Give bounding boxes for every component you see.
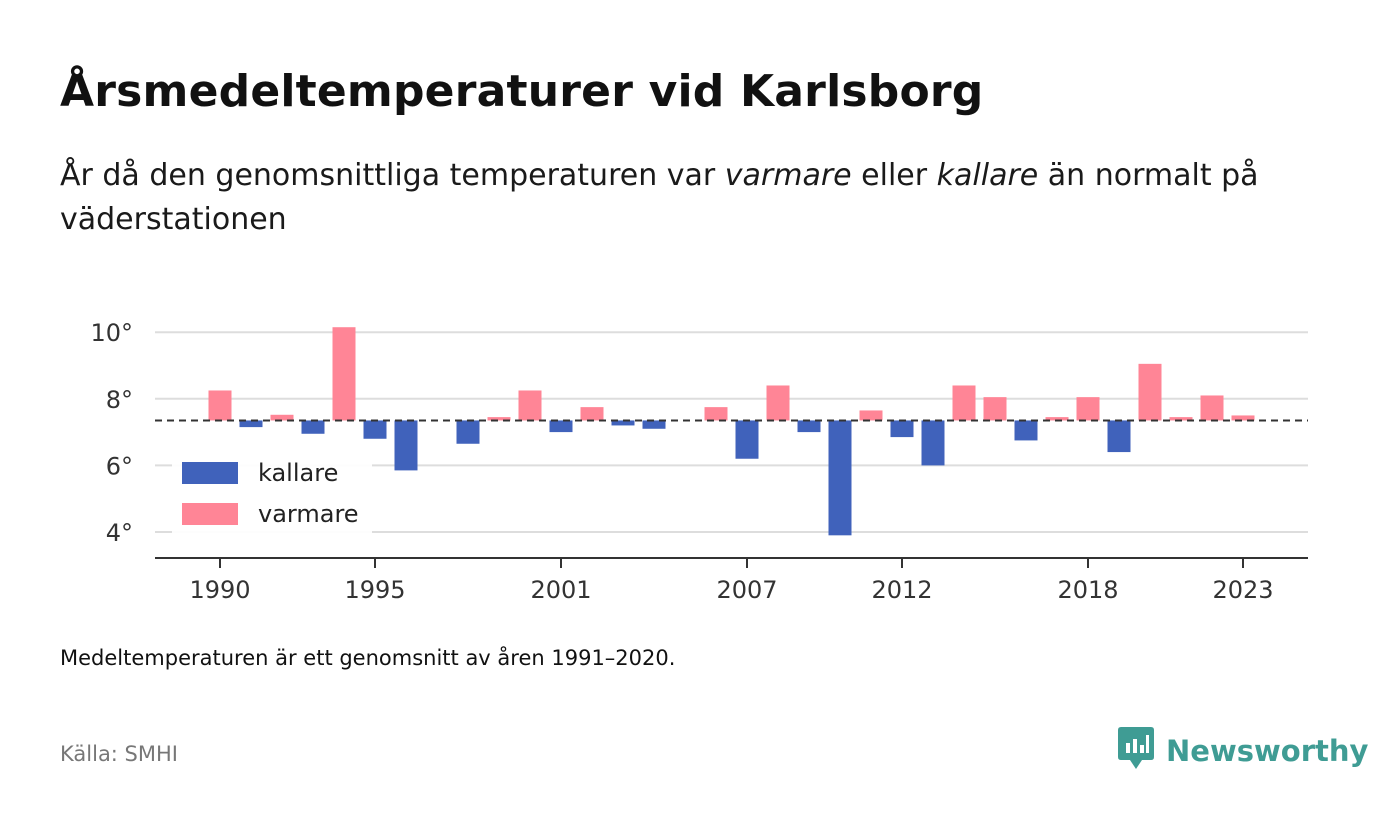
bar-2008 [766,385,790,421]
bar-2020 [1138,363,1162,421]
bar-2018 [1076,397,1100,421]
page-subtitle: År då den genomsnittliga temperaturen va… [60,154,1340,242]
bar-2004 [642,420,666,429]
x-axis-ticks: 1990 1995 2001 2007 2012 2018 2023 [189,558,1274,604]
y-tick-label: 4° [106,519,133,547]
x-tick-label: 2023 [1212,576,1273,604]
x-tick-label: 2018 [1057,576,1118,604]
x-tick-label: 1995 [344,576,405,604]
bar-2009 [797,420,821,433]
bar-2000 [518,390,542,421]
bar-1990 [208,390,232,421]
x-tick-label: 1990 [189,576,250,604]
x-tick-label: 2007 [716,576,777,604]
bar-2007 [735,420,759,459]
legend-label-warmer: varmare [258,500,359,528]
bar-2023 [1231,415,1255,421]
newsworthy-logo[interactable]: Newsworthy [1118,727,1368,775]
legend-swatch-warmer [182,503,238,525]
bar-2019 [1107,420,1131,453]
bars [208,327,1255,536]
y-tick-label: 6° [106,452,133,480]
bar-2003 [611,420,635,426]
bar-2015 [983,397,1007,421]
legend: kallare varmare [172,448,372,538]
bar-2017 [1045,417,1069,421]
source-label: Källa: SMHI [60,742,178,766]
y-axis-ticks: 4° 6° 8° 10° [90,319,133,547]
bar-1994 [332,327,356,421]
legend-swatch-colder [182,462,238,484]
bar-1995 [363,420,387,439]
footnote: Medeltemperaturen är ett genomsnitt av å… [60,646,676,670]
bar-2011 [859,410,883,421]
bar-2021 [1169,417,1193,421]
bar-1991 [239,420,263,428]
y-tick-label: 8° [106,386,133,414]
bar-1992 [270,414,294,421]
subtitle-text-1: År då den genomsnittliga temperaturen va… [60,158,725,193]
brand-name: Newsworthy [1166,734,1369,768]
page-title: Årsmedeltemperaturer vid Karlsborg [60,66,984,117]
x-tick-label: 2012 [871,576,932,604]
bar-2001 [549,420,573,433]
subtitle-text-2: eller [851,158,937,193]
bar-2013 [921,420,945,466]
y-tick-label: 10° [90,319,133,347]
newsworthy-logo-icon [1118,727,1154,775]
bar-2022 [1200,395,1224,421]
legend-label-colder: kallare [258,459,338,487]
bar-2014 [952,385,976,421]
bar-1993 [301,420,325,434]
bar-1996 [394,420,418,471]
bar-2016 [1014,420,1038,441]
bar-2012 [890,420,914,438]
subtitle-text-3: än normalt på väderstationen [60,158,1259,237]
bar-2006 [704,407,728,421]
bar-1999 [487,417,511,421]
bar-2010 [828,420,852,536]
bar-2002 [580,407,604,421]
subtitle-emphasis-warmer: varmare [724,158,852,193]
x-tick-label: 2001 [530,576,591,604]
subtitle-emphasis-colder: kallare [936,158,1039,193]
bar-1998 [456,420,480,444]
